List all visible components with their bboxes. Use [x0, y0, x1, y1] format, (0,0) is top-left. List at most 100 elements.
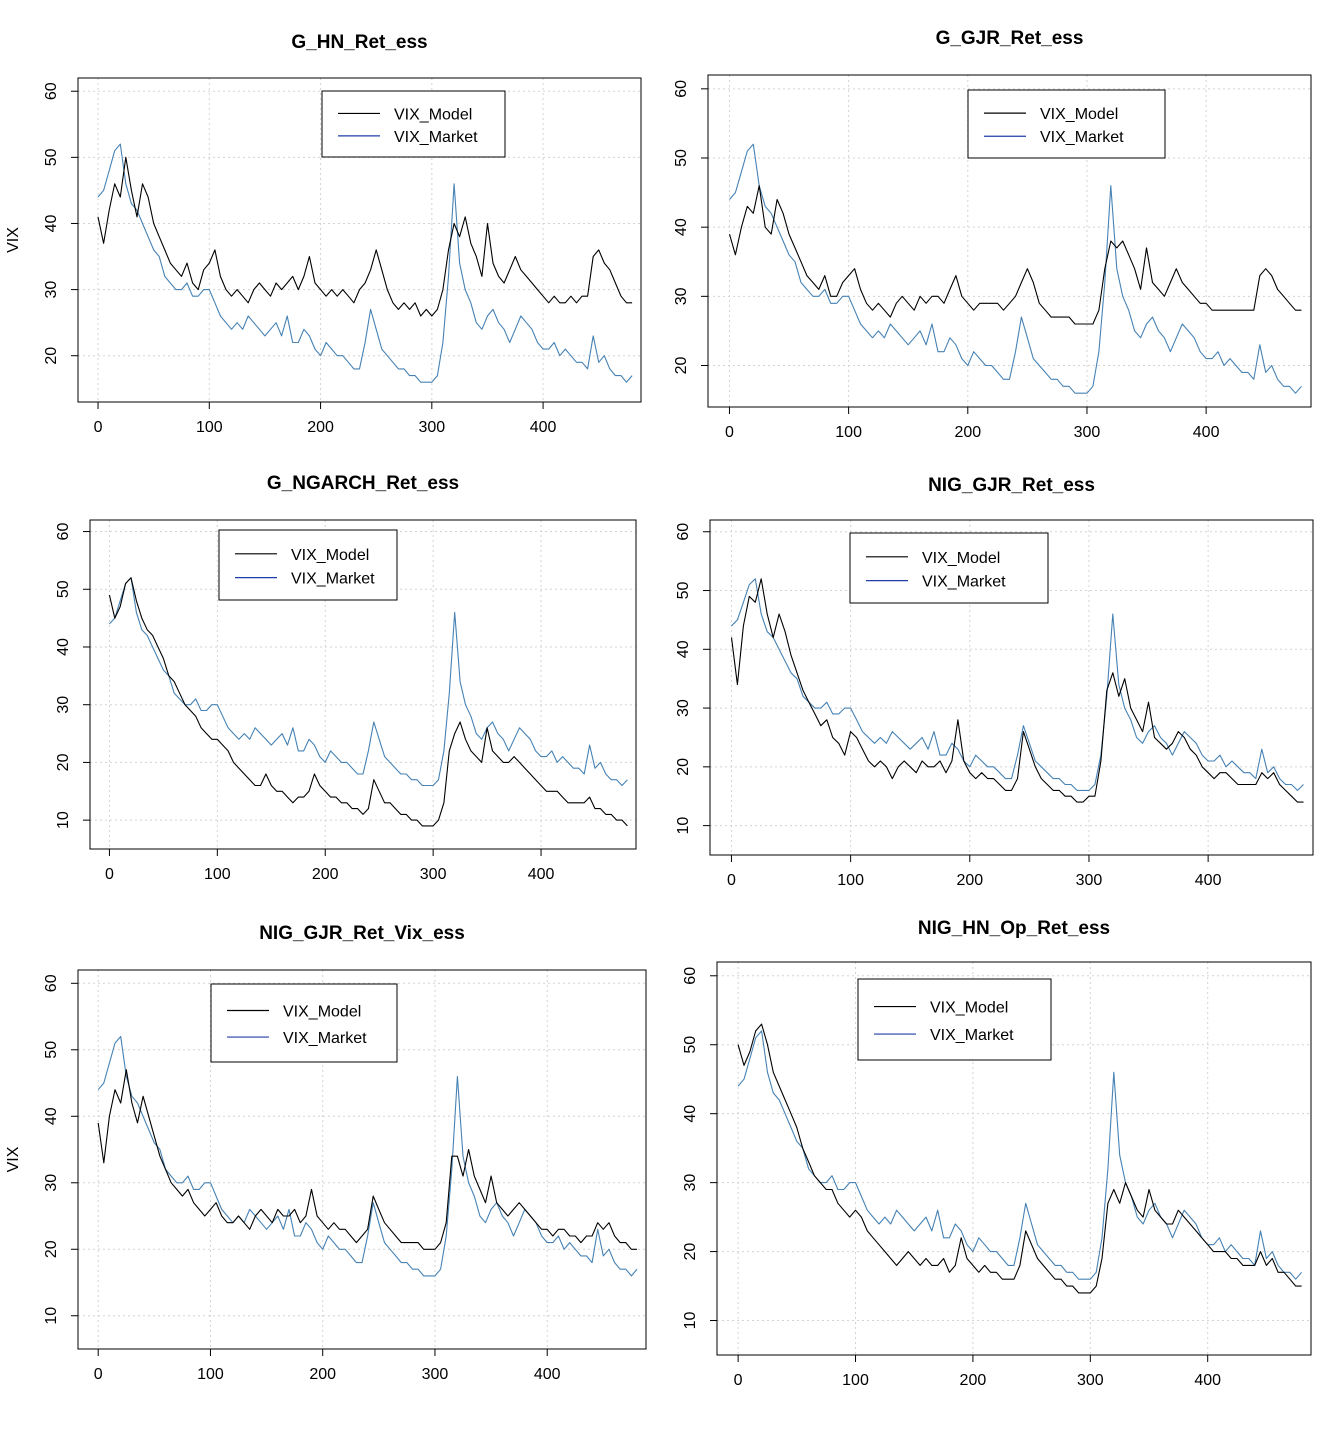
- x-tick-label: 300: [1077, 1372, 1104, 1389]
- legend-label-model: VIX_Model: [291, 547, 369, 564]
- series-line-model: [97, 156, 633, 317]
- legend-label-market: VIX_Market: [291, 571, 375, 588]
- y-tick-label: 60: [675, 523, 692, 541]
- x-tick-label: 400: [528, 866, 555, 883]
- x-tick-label: 300: [1076, 872, 1103, 889]
- chart-svg: G_NGARCH_Ret_ess 0 100 200 300 400 10 20 30 40 50 6…: [55, 473, 637, 883]
- y-tick-label: 10: [675, 817, 692, 835]
- series-line-market: [97, 143, 633, 383]
- series-line-market: [108, 577, 628, 787]
- y-tick-label: 40: [675, 640, 692, 658]
- series-line-market: [97, 1035, 638, 1277]
- x-tick-label: 100: [837, 872, 864, 889]
- x-tick-label: 400: [1194, 1372, 1221, 1389]
- y-tick-label: 60: [673, 80, 690, 98]
- x-tick-label: 0: [105, 866, 114, 883]
- y-tick-label: 40: [682, 1105, 699, 1123]
- x-tick-label: 400: [1193, 424, 1220, 441]
- x-tick-label: 100: [835, 424, 862, 441]
- x-tick-label: 300: [422, 1366, 449, 1383]
- x-tick-label: 100: [196, 419, 223, 436]
- chart-svg: NIG_GJR_Ret_ess 0 100 200 300 400 10 20 30 40 50 60…: [675, 475, 1314, 889]
- y-tick-label: 50: [673, 149, 690, 167]
- y-tick-label: 60: [43, 82, 60, 100]
- legend-label-model: VIX_Model: [930, 1000, 1008, 1017]
- chart-svg: G_HN_Ret_ess 0 100 200 300 400 20 30 40 50 60 VIX VI…: [5, 32, 642, 436]
- chart-panel-3: G_NGARCH_Ret_ess 0 100 200 300 400 10 20 30 40 50 6…: [0, 460, 660, 910]
- series-line-market: [731, 578, 1304, 791]
- legend-label-model: VIX_Model: [1040, 106, 1118, 123]
- x-tick-label: 100: [204, 866, 231, 883]
- series-line-model: [97, 1069, 637, 1250]
- legend: VIX_Model VIX_Market: [857, 978, 1052, 1061]
- x-tick-label: 400: [1195, 872, 1222, 889]
- x-tick-label: 300: [418, 419, 445, 436]
- y-tick-label: 10: [682, 1312, 699, 1330]
- series-line-model: [108, 577, 628, 827]
- chart-panel-5: NIG_GJR_Ret_Vix_ess 0 100 200 300 400 10 20 30 40…: [0, 910, 660, 1432]
- chart-panel-6: NIG_HN_Op_Ret_ess 0 100 200 300 400 10 20 30 40 50…: [660, 910, 1344, 1432]
- y-tick-label: 60: [43, 974, 60, 992]
- y-tick-label: 50: [43, 1041, 60, 1059]
- chart-title: G_HN_Ret_ess: [291, 32, 427, 53]
- x-tick-label: 400: [530, 419, 557, 436]
- y-tick-label: 60: [682, 967, 699, 985]
- chart-title: NIG_GJR_Ret_Vix_ess: [259, 923, 465, 944]
- y-tick-label: 20: [682, 1243, 699, 1261]
- x-tick-label: 200: [960, 1372, 987, 1389]
- x-tick-label: 300: [1074, 424, 1101, 441]
- x-tick-label: 200: [309, 1366, 336, 1383]
- legend-label-market: VIX_Market: [1040, 129, 1124, 146]
- plot-frame: [716, 961, 1312, 1356]
- y-tick-label: 30: [43, 1174, 60, 1192]
- y-axis-label: VIX: [5, 227, 22, 253]
- series-line-market: [737, 1030, 1303, 1280]
- chart-title: NIG_GJR_Ret_ess: [928, 475, 1095, 496]
- series-line-market: [729, 143, 1302, 394]
- x-tick-label: 0: [727, 872, 736, 889]
- chart-panel-1: G_HN_Ret_ess 0 100 200 300 400 20 30 40 50 60 VIX VI…: [0, 0, 660, 460]
- y-tick-label: 10: [43, 1307, 60, 1325]
- x-tick-label: 200: [312, 866, 339, 883]
- x-tick-label: 0: [94, 1366, 103, 1383]
- y-tick-label: 20: [673, 357, 690, 375]
- legend-label-market: VIX_Market: [930, 1027, 1014, 1044]
- legend-box: [218, 529, 398, 601]
- y-tick-label: 40: [55, 638, 72, 656]
- x-tick-label: 100: [197, 1366, 224, 1383]
- x-tick-label: 400: [534, 1366, 561, 1383]
- legend: VIX_Model VIX_Market: [210, 983, 398, 1063]
- x-tick-label: 300: [420, 866, 447, 883]
- legend: VIX_Model VIX_Market: [967, 89, 1166, 159]
- y-tick-label: 40: [43, 214, 60, 232]
- series-line-model: [737, 1023, 1302, 1294]
- plot-frame: [89, 519, 637, 850]
- y-tick-label: 30: [55, 696, 72, 714]
- legend-box: [849, 532, 1049, 604]
- y-tick-label: 20: [43, 347, 60, 365]
- y-tick-label: 20: [43, 1240, 60, 1258]
- plot-frame: [77, 77, 642, 403]
- y-axis-label: VIX: [5, 1146, 22, 1172]
- y-tick-label: 60: [55, 523, 72, 541]
- y-tick-label: 20: [675, 758, 692, 776]
- y-tick-label: 30: [43, 281, 60, 299]
- legend: VIX_Model VIX_Market: [321, 90, 506, 158]
- legend-label-model: VIX_Model: [922, 550, 1000, 567]
- y-tick-label: 30: [673, 287, 690, 305]
- plot-frame: [709, 519, 1314, 856]
- legend-label-market: VIX_Market: [283, 1030, 367, 1047]
- y-tick-label: 30: [682, 1174, 699, 1192]
- y-tick-label: 50: [43, 148, 60, 166]
- chart-title: G_GJR_Ret_ess: [936, 28, 1084, 49]
- legend-box: [967, 89, 1166, 159]
- legend-label-model: VIX_Model: [283, 1004, 361, 1021]
- legend: VIX_Model VIX_Market: [849, 532, 1049, 604]
- y-tick-label: 50: [675, 582, 692, 600]
- chart-panel-4: NIG_GJR_Ret_ess 0 100 200 300 400 10 20 30 40 50 60…: [660, 460, 1344, 910]
- y-tick-label: 50: [55, 580, 72, 598]
- y-tick-label: 20: [55, 753, 72, 771]
- chart-title: NIG_HN_Op_Ret_ess: [918, 918, 1110, 939]
- series-line-model: [730, 578, 1304, 803]
- legend-box: [857, 978, 1052, 1061]
